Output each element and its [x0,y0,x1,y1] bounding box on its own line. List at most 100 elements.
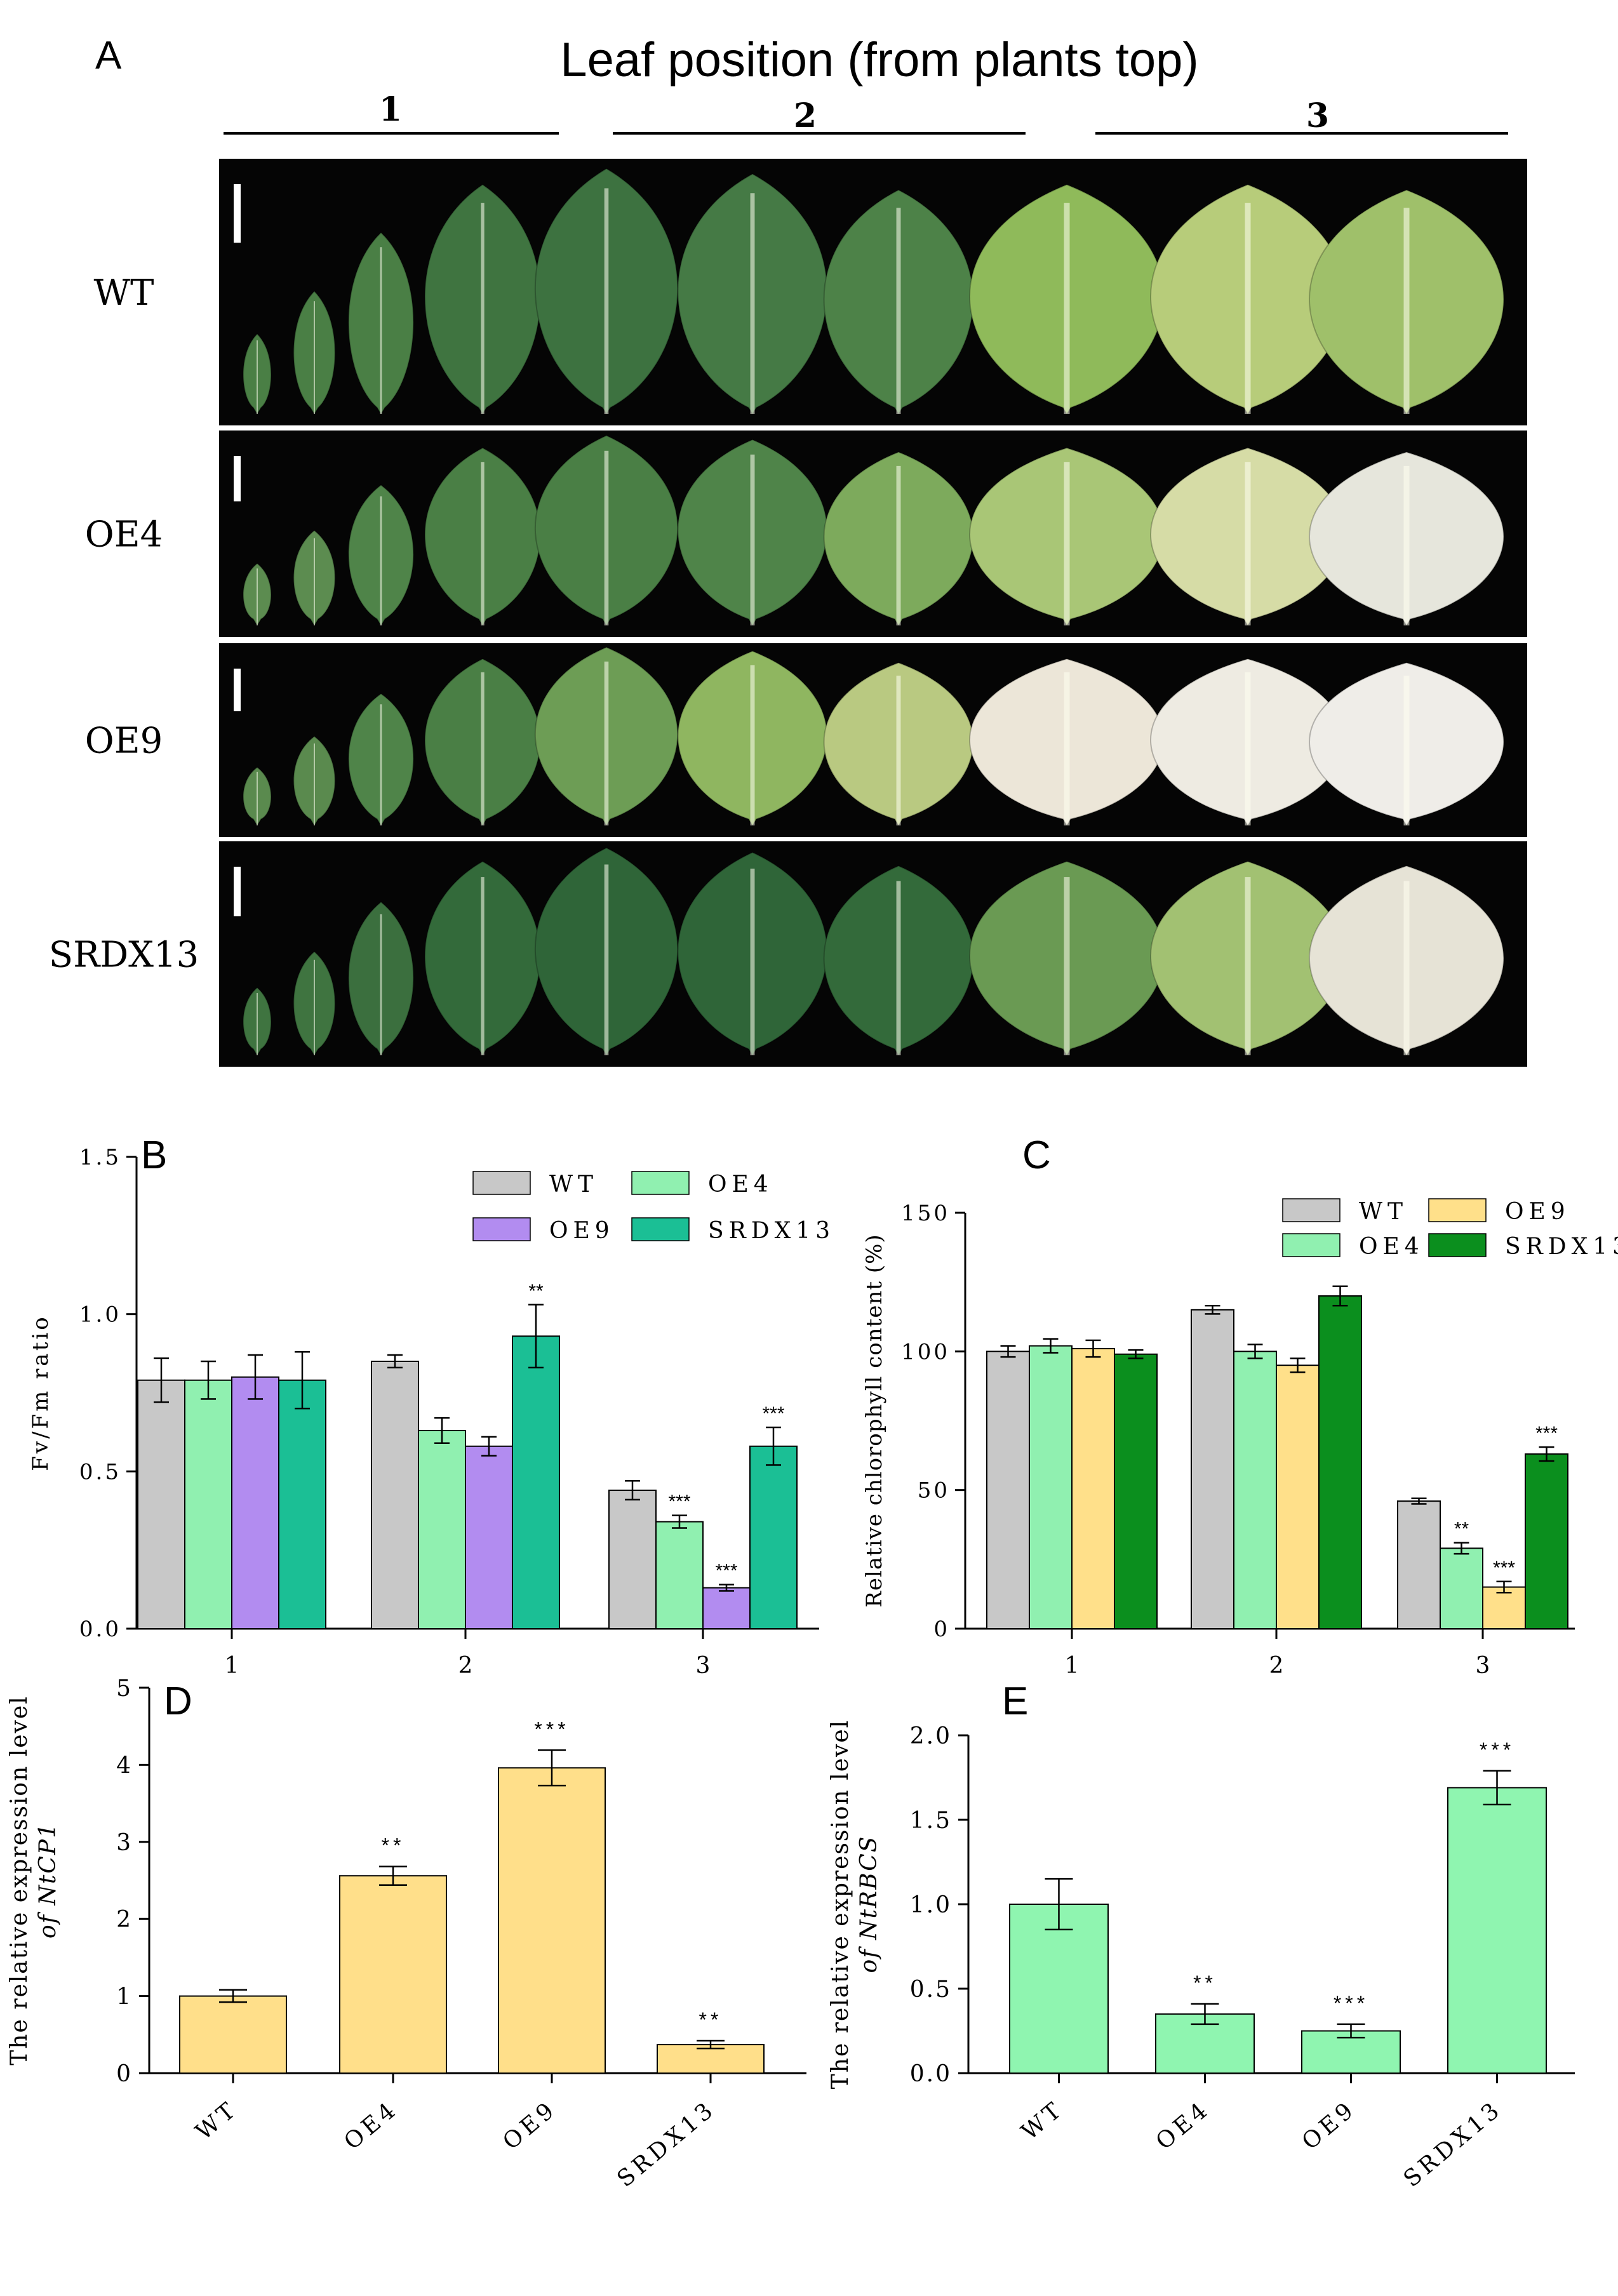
y-tick-label: 150 [901,1201,950,1226]
panel-letter: D [164,1679,192,1723]
x-tick-label: 3 [696,1653,711,1679]
significance-label: *** [762,1403,784,1424]
bar-wt-2 [1191,1309,1234,1629]
x-tick-label-wt: WT [1017,2095,1069,2145]
bar-srdx13-1 [1114,1353,1158,1629]
x-tick-label: 1 [225,1653,239,1679]
y-tick-label: 50 [918,1478,950,1504]
row-label-wt: WT [94,272,154,314]
position-1-label: 1 [379,90,402,129]
panel-letter: B [141,1133,167,1177]
y-tick-label: 0.5 [910,1977,952,2003]
scale-bar-wt [234,184,241,243]
bar-oe9-1 [1071,1347,1115,1629]
legend-label-oe4: OE4 [1359,1234,1424,1260]
bar-srdx13-2 [512,1335,560,1630]
x-tick-label: 2 [458,1653,473,1679]
bar-wt [179,1995,287,2074]
bar-wt-2 [371,1360,419,1629]
significance-label: *** [715,1561,737,1582]
y-tick-label: 0.5 [79,1459,121,1485]
y-tick-label: 0.0 [79,1617,121,1642]
bar-srdx13-3 [749,1445,798,1630]
bar-srdx13-2 [1318,1295,1362,1629]
x-tick-label: 3 [1476,1653,1490,1679]
legend-label-wt: WT [549,1171,598,1198]
y-tick-label: 100 [901,1339,950,1365]
bar-srdx13-1 [278,1379,326,1630]
y-tick-label: 1 [116,1984,133,2010]
bar-wt-1 [986,1351,1030,1629]
panel-a-title: Leaf position (from plants top) [560,33,1198,87]
legend-swatch-oe9 [472,1217,531,1241]
y-axis-label: Relative chlorophyll content (%) [862,1234,887,1607]
y-axis-label-line2: of NtCP1 [35,1822,61,1939]
legend-label-oe9: OE9 [1505,1199,1570,1225]
y-tick-label: 4 [116,1752,133,1779]
significance-label: ** [382,1834,405,1857]
scale-bar-oe9 [234,669,241,712]
bar-oe9-2 [465,1445,513,1630]
y-tick-label: 0 [933,1617,950,1642]
significance-label: *** [1334,1992,1368,2015]
bar-srdx13 [1447,1787,1547,2074]
row-label-srdx13: SRDX13 [49,935,199,976]
bar-wt-3 [608,1490,657,1629]
significance-label: ** [528,1281,544,1302]
significance-label: ** [699,2008,723,2031]
significance-label: *** [534,1718,569,1740]
significance-label: ** [1454,1519,1469,1540]
y-tick-label: 3 [116,1830,133,1856]
y-tick-label: 2 [116,1907,133,1933]
significance-label: ** [1193,1972,1217,1994]
x-tick-label-wt: WT [191,2095,243,2145]
legend-swatch-wt [472,1171,531,1195]
bar-oe4-3 [1440,1547,1483,1630]
position-3-label: 3 [1306,97,1329,135]
bar-wt [1009,1904,1109,2074]
legend-swatch-wt [1282,1198,1341,1222]
x-tick-label-srdx13: SRDX13 [612,2095,720,2192]
bar-wt-3 [1397,1500,1441,1629]
x-tick-label: 2 [1269,1653,1284,1679]
panel-b-chart: 0.0 0.5 1.0 1.5 B Fv/Fm ratio 1 2 ** 3 *** *** *** WT… [28,1133,835,1679]
legend-swatch-oe9 [1428,1198,1487,1222]
bar-oe4 [339,1875,447,2074]
x-tick-label-oe4: OE4 [1151,2095,1215,2155]
significance-label: *** [668,1492,690,1512]
panel-d-chart: 0 1 2 3 4 5 D The relative expression level of N… [6,1676,806,2193]
legend-label-oe9: OE9 [549,1218,615,1244]
panel-a: A Leaf position (from plants top) 1 2 3 … [49,33,1527,1067]
panel-e-chart: 0.0 0.5 1.0 1.5 2.0 E The relative expression … [827,1679,1575,2193]
x-tick-label-oe9: OE9 [498,2095,561,2155]
bar-oe4-1 [1029,1345,1073,1630]
legend-label-oe4: OE4 [708,1171,773,1198]
bar-srdx13-3 [1525,1453,1568,1629]
x-tick-label-srdx13: SRDX13 [1399,2095,1507,2192]
legend-swatch-srdx13 [631,1217,690,1241]
y-tick-label: 0 [116,2061,133,2087]
legend-swatch-srdx13 [1428,1233,1487,1257]
bar-oe9 [498,1767,606,2074]
y-axis-label: Fv/Fm ratio [28,1314,53,1471]
x-tick-label: 1 [1065,1653,1080,1679]
y-axis-label-line1: The relative expression level [6,1695,32,2065]
bar-oe4-2 [418,1429,466,1629]
bar-oe9-3 [702,1587,751,1630]
leaf-photo-rows: WT OE4 OE9 SRDX13 [49,159,1527,1067]
legend-swatch-oe4 [631,1171,690,1195]
y-tick-label: 5 [116,1676,133,1702]
bar-oe4-3 [655,1521,704,1629]
panel-a-letter: A [95,34,122,77]
panel-letter: E [1002,1679,1028,1723]
legend-label-srdx13: SRDX13 [1505,1234,1618,1260]
bar-oe4-1 [184,1379,232,1630]
y-tick-label: 1.5 [910,1808,952,1834]
row-label-oe4: OE4 [85,514,163,556]
row-label-oe9: OE9 [85,721,163,762]
significance-label: *** [1480,1739,1514,1761]
y-tick-label: 2.0 [910,1723,952,1749]
legend-label-srdx13: SRDX13 [708,1218,835,1244]
panel-c-chart: 0 50 100 150 C Relative chlorophyll content (… [862,1133,1618,1679]
